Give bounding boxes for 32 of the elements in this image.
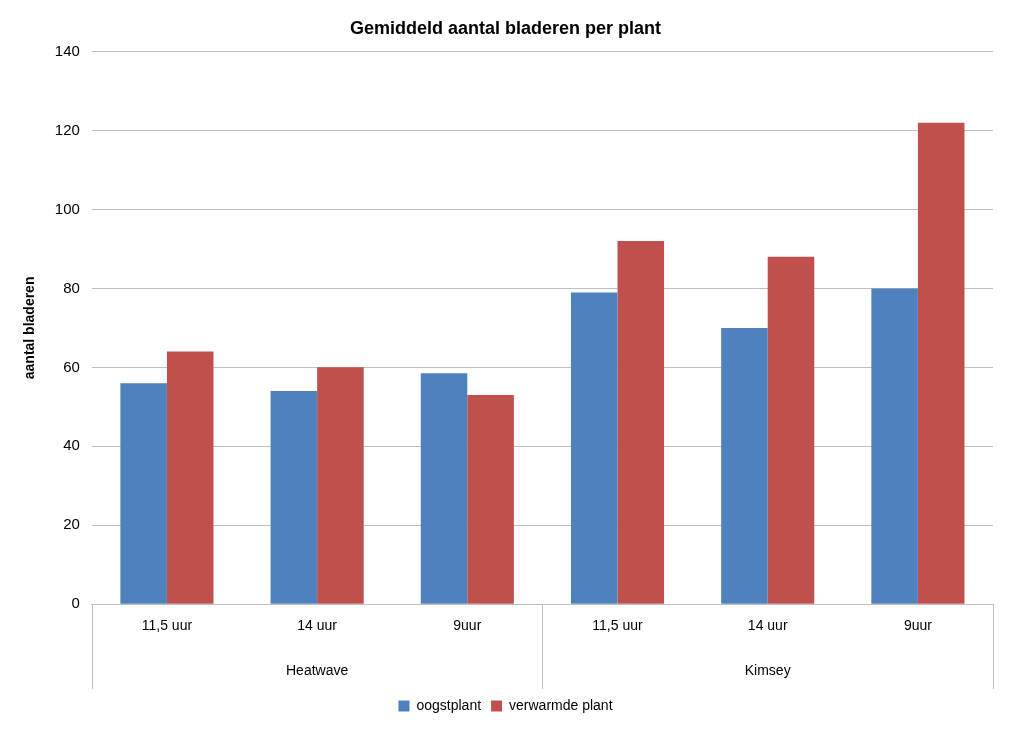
y-tick-label: 140	[54, 41, 80, 59]
bar	[570, 292, 618, 604]
bar	[721, 327, 768, 604]
bar	[270, 391, 318, 604]
x-tick-label: 9uur	[903, 617, 933, 634]
y-tick-label: 0	[71, 594, 80, 612]
y-axis-title: aantal bladeren	[21, 276, 38, 380]
x-tick-label: 9uur	[453, 617, 482, 634]
bar	[617, 241, 665, 604]
y-tick-label: 100	[54, 199, 80, 217]
y-tick-label: 80	[63, 278, 80, 296]
x-tick-label: 11,5 uur	[141, 617, 193, 634]
x-tick-label: 14 uur	[747, 617, 788, 634]
y-tick-label: 120	[54, 120, 80, 138]
y-tick-label: 60	[63, 357, 80, 375]
bar	[467, 395, 514, 604]
bar	[767, 256, 815, 604]
chart-title: Gemiddeld aantal bladeren per plant	[349, 17, 662, 38]
x-tick-label: 14 uur	[297, 617, 338, 634]
y-tick-label: 20	[63, 515, 80, 533]
y-tick-label: 40	[63, 436, 80, 454]
bar	[871, 288, 918, 604]
bar	[420, 373, 468, 604]
legend-label: oogstplant	[416, 696, 482, 713]
bar	[166, 351, 214, 604]
x-tick-label: 11,5 uur	[592, 617, 644, 634]
bar	[317, 367, 364, 604]
text: Heatwave	[285, 661, 349, 678]
legend-label: verwarmde plant	[509, 696, 613, 713]
bar	[120, 383, 167, 604]
bar	[917, 122, 965, 604]
text: Kimsey	[744, 661, 791, 678]
